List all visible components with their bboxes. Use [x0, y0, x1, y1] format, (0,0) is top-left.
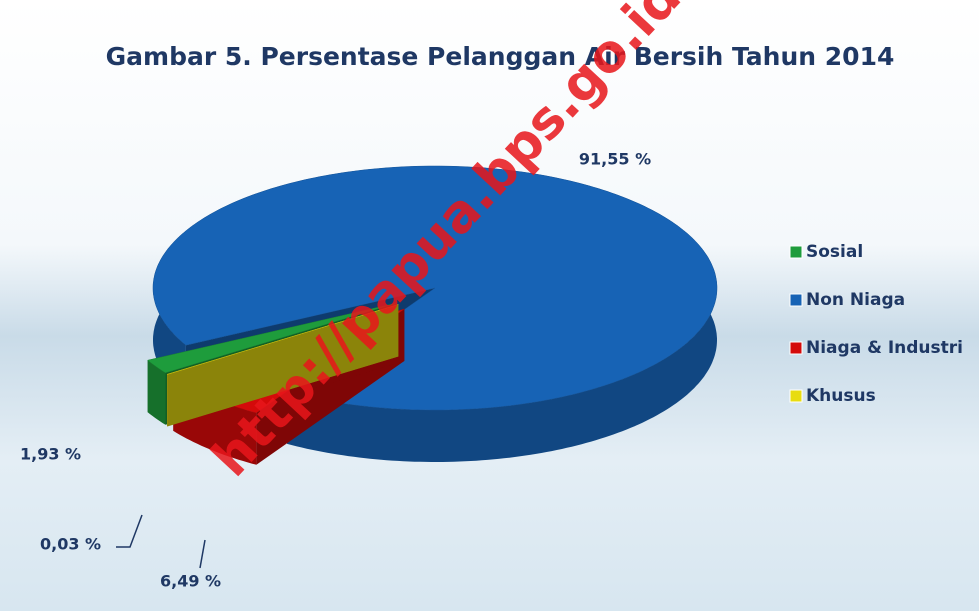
leader-line [116, 514, 143, 548]
slice-side [147, 360, 166, 425]
legend-label: Niaga & Industri [806, 338, 963, 358]
data-label: 1,93 % [20, 445, 81, 464]
legend-swatch [789, 245, 803, 259]
slice [166, 304, 399, 375]
data-label: 6,49 % [160, 572, 221, 591]
legend-label: Khusus [806, 386, 876, 406]
legend-label: Sosial [806, 242, 863, 262]
legend-label: Non Niaga [806, 290, 905, 310]
leader-line [199, 539, 206, 569]
slice-wall [167, 304, 399, 427]
labels: 1,93 % 91,55 % 6,49 % 0,03 % Sosial Non Niaga… [20, 150, 963, 591]
data-label: 0,03 % [40, 535, 101, 554]
chart-title: Gambar 5. Persentase Pelanggan Air Bersi… [106, 42, 895, 71]
pie [147, 165, 718, 465]
legend-swatch [789, 341, 803, 355]
slice [147, 302, 397, 374]
legend-swatch [789, 293, 803, 307]
data-label: 91,55 % [579, 150, 651, 169]
slice [152, 165, 718, 411]
legend-swatch [789, 389, 803, 403]
